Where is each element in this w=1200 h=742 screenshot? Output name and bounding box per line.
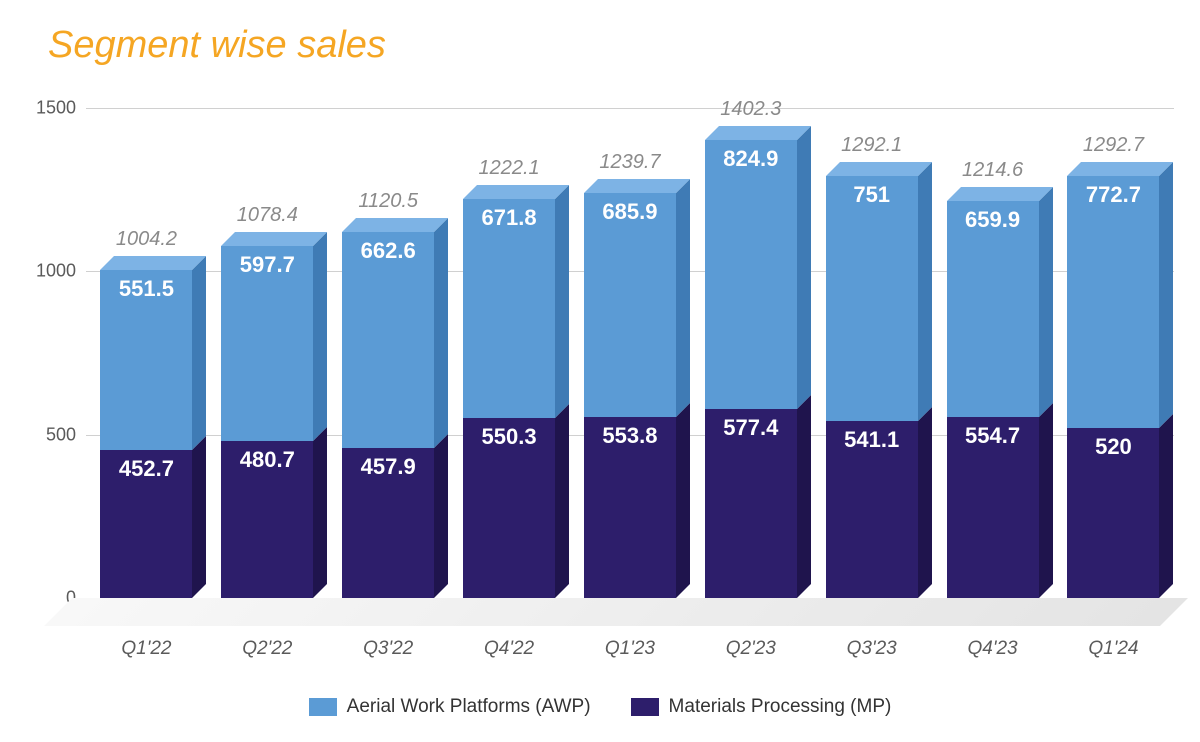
bar-segment-mp: 577.4 [705, 409, 797, 598]
bar-segment-awp: 662.6 [342, 232, 434, 448]
bar-segment-mp: 553.8 [584, 417, 676, 598]
legend-swatch [631, 698, 659, 716]
bar-total-label: 1078.4 [237, 204, 298, 227]
bar-stack: 541.1 751 [826, 108, 918, 598]
bars-container: 452.7551.51004.2Q1'22480.7597.71078.4Q2'… [86, 108, 1174, 598]
plot-region: 050010001500452.7551.51004.2Q1'22480.759… [86, 108, 1174, 598]
bar-value-label: 457.9 [342, 454, 434, 480]
bar-value-label: 452.7 [100, 456, 192, 482]
x-tick-label: Q2'22 [242, 638, 292, 660]
bar-group: 457.9662.61120.5Q3'22 [342, 108, 434, 598]
bar-value-label: 671.8 [463, 205, 555, 231]
y-tick-label: 500 [6, 424, 76, 445]
x-tick-label: Q3'22 [363, 638, 413, 660]
legend-item: Aerial Work Platforms (AWP) [309, 696, 591, 718]
bar-stack: 577.4 824.9 [705, 108, 797, 598]
bar-segment-mp: 554.7 [947, 417, 1039, 598]
chart-title: Segment wise sales [48, 24, 386, 67]
x-tick-label: Q1'22 [121, 638, 171, 660]
bar-group: 550.3671.81222.1Q4'22 [463, 108, 555, 598]
bar-segment-awp: 597.7 [221, 246, 313, 441]
bar-segment-awp: 772.7 [1067, 176, 1159, 428]
bar-segment-awp: 659.9 [947, 201, 1039, 417]
legend: Aerial Work Platforms (AWP) Materials Pro… [0, 696, 1200, 718]
bar-value-label: 553.8 [584, 423, 676, 449]
bar-stack: 457.9 662.6 [342, 108, 434, 598]
bar-value-label: 520 [1067, 434, 1159, 460]
bar-group: 577.4824.91402.3Q2'23 [705, 108, 797, 598]
bar-total-label: 1402.3 [720, 98, 781, 121]
bar-segment-awp: 751 [826, 176, 918, 421]
bar-total-label: 1004.2 [116, 228, 177, 251]
bar-value-label: 751 [826, 182, 918, 208]
bar-segment-awp: 824.9 [705, 140, 797, 409]
bar-segment-awp: 671.8 [463, 199, 555, 418]
bar-value-label: 550.3 [463, 424, 555, 450]
y-tick-label: 1500 [6, 98, 76, 119]
bar-group: 520772.71292.7Q1'24 [1067, 108, 1159, 598]
bar-value-label: 577.4 [705, 415, 797, 441]
bar-segment-mp: 480.7 [221, 441, 313, 598]
bar-group: 554.7659.91214.6Q4'23 [947, 108, 1039, 598]
bar-stack: 452.7 551.5 [100, 108, 192, 598]
bar-group: 553.8685.91239.7Q1'23 [584, 108, 676, 598]
y-tick-label: 1000 [6, 261, 76, 282]
legend-label: Aerial Work Platforms (AWP) [347, 696, 591, 718]
legend-swatch [309, 698, 337, 716]
bar-stack: 550.3 671.8 [463, 108, 555, 598]
bar-segment-mp: 457.9 [342, 448, 434, 598]
bar-segment-mp: 520 [1067, 428, 1159, 598]
bar-value-label: 554.7 [947, 423, 1039, 449]
bar-value-label: 480.7 [221, 447, 313, 473]
bar-total-label: 1239.7 [599, 151, 660, 174]
bar-segment-mp: 550.3 [463, 418, 555, 598]
bar-value-label: 662.6 [342, 238, 434, 264]
bar-segment-mp: 452.7 [100, 450, 192, 598]
bar-value-label: 685.9 [584, 199, 676, 225]
legend-label: Materials Processing (MP) [669, 696, 892, 718]
bar-value-label: 597.7 [221, 252, 313, 278]
bar-value-label: 541.1 [826, 427, 918, 453]
bar-total-label: 1120.5 [358, 190, 418, 213]
bar-value-label: 824.9 [705, 146, 797, 172]
bar-stack: 520 772.7 [1067, 108, 1159, 598]
x-tick-label: Q3'23 [847, 638, 897, 660]
x-tick-label: Q1'24 [1088, 638, 1138, 660]
bar-group: 480.7597.71078.4Q2'22 [221, 108, 313, 598]
bar-stack: 480.7 597.7 [221, 108, 313, 598]
chart-area: 050010001500452.7551.51004.2Q1'22480.759… [86, 108, 1174, 638]
bar-total-label: 1292.7 [1083, 134, 1144, 157]
legend-item: Materials Processing (MP) [631, 696, 892, 718]
bar-value-label: 551.5 [100, 276, 192, 302]
chart-floor [44, 598, 1188, 626]
bar-segment-awp: 551.5 [100, 270, 192, 450]
x-tick-label: Q4'22 [484, 638, 534, 660]
x-tick-label: Q2'23 [726, 638, 776, 660]
x-tick-label: Q4'23 [968, 638, 1018, 660]
bar-segment-mp: 541.1 [826, 421, 918, 598]
bar-total-label: 1222.1 [478, 157, 539, 180]
bar-stack: 553.8 685.9 [584, 108, 676, 598]
bar-total-label: 1292.1 [841, 134, 902, 157]
bar-group: 452.7551.51004.2Q1'22 [100, 108, 192, 598]
bar-value-label: 659.9 [947, 207, 1039, 233]
bar-group: 541.17511292.1Q3'23 [826, 108, 918, 598]
bar-segment-awp: 685.9 [584, 193, 676, 417]
bar-total-label: 1214.6 [962, 159, 1023, 182]
x-tick-label: Q1'23 [605, 638, 655, 660]
bar-value-label: 772.7 [1067, 182, 1159, 208]
